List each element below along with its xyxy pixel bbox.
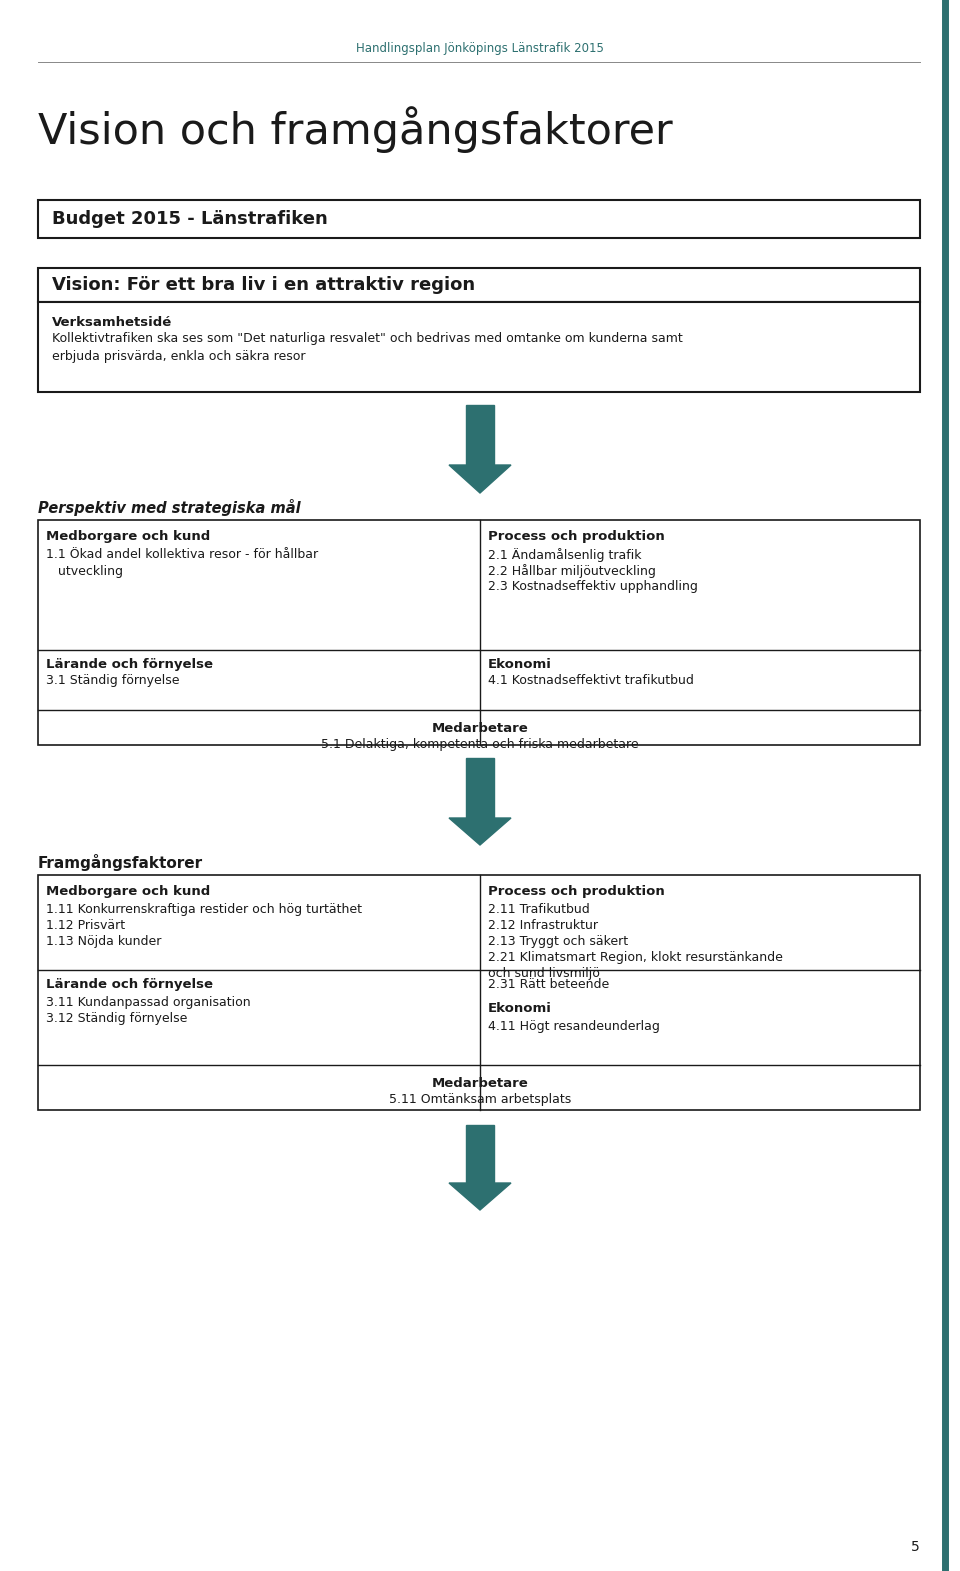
Text: 5.1 Delaktiga, kompetenta och friska medarbetare: 5.1 Delaktiga, kompetenta och friska med…: [322, 738, 638, 751]
FancyBboxPatch shape: [38, 875, 920, 1111]
Text: Medarbetare: Medarbetare: [432, 723, 528, 735]
Text: Budget 2015 - Länstrafiken: Budget 2015 - Länstrafiken: [52, 211, 327, 228]
FancyBboxPatch shape: [38, 520, 920, 745]
Text: Process och produktion: Process och produktion: [488, 884, 664, 899]
Text: 1.13 Nöjda kunder: 1.13 Nöjda kunder: [46, 935, 161, 947]
Text: Vision: För ett bra liv i en attraktiv region: Vision: För ett bra liv i en attraktiv r…: [52, 276, 475, 294]
Text: 1.12 Prisvärt: 1.12 Prisvärt: [46, 919, 125, 932]
Text: 3.12 Ständig förnyelse: 3.12 Ständig förnyelse: [46, 1012, 187, 1024]
FancyBboxPatch shape: [38, 200, 920, 237]
Text: 1.11 Konkurrenskraftiga restider och hög turtäthet: 1.11 Konkurrenskraftiga restider och hög…: [46, 903, 362, 916]
Text: 3.11 Kundanpassad organisation: 3.11 Kundanpassad organisation: [46, 996, 251, 1009]
Text: utveckling: utveckling: [58, 566, 123, 578]
Polygon shape: [449, 818, 511, 845]
FancyBboxPatch shape: [38, 269, 920, 302]
Text: Medborgare och kund: Medborgare och kund: [46, 884, 210, 899]
Text: 3.1 Ständig förnyelse: 3.1 Ständig förnyelse: [46, 674, 180, 687]
Text: 2.21 Klimatsmart Region, klokt resurstänkande: 2.21 Klimatsmart Region, klokt resurstän…: [488, 950, 782, 965]
Text: Medborgare och kund: Medborgare och kund: [46, 529, 210, 544]
Polygon shape: [466, 405, 494, 465]
Text: Vision och framgångsfaktorer: Vision och framgångsfaktorer: [38, 107, 673, 154]
Text: Ekonomi: Ekonomi: [488, 1002, 552, 1015]
Text: 4.1 Kostnadseffektivt trafikutbud: 4.1 Kostnadseffektivt trafikutbud: [488, 674, 694, 687]
Text: 4.11 Högt resandeunderlag: 4.11 Högt resandeunderlag: [488, 1020, 660, 1034]
Polygon shape: [449, 465, 511, 493]
Text: erbjuda prisvärda, enkla och säkra resor: erbjuda prisvärda, enkla och säkra resor: [52, 350, 305, 363]
Text: Lärande och förnyelse: Lärande och förnyelse: [46, 658, 213, 671]
Text: Ekonomi: Ekonomi: [488, 658, 552, 671]
FancyBboxPatch shape: [38, 302, 920, 393]
Text: 5.11 Omtänksam arbetsplats: 5.11 Omtänksam arbetsplats: [389, 1093, 571, 1106]
Text: 2.13 Tryggt och säkert: 2.13 Tryggt och säkert: [488, 935, 628, 947]
Text: Lärande och förnyelse: Lärande och förnyelse: [46, 979, 213, 991]
Text: Framgångsfaktorer: Framgångsfaktorer: [38, 853, 204, 870]
Polygon shape: [466, 1125, 494, 1183]
Text: 2.3 Kostnadseffektiv upphandling: 2.3 Kostnadseffektiv upphandling: [488, 580, 698, 592]
Text: 5: 5: [911, 1540, 920, 1554]
Polygon shape: [466, 757, 494, 818]
Text: 2.2 Hållbar miljöutveckling: 2.2 Hållbar miljöutveckling: [488, 564, 656, 578]
Text: Kollektivtrafiken ska ses som "Det naturliga resvalet" och bedrivas med omtanke : Kollektivtrafiken ska ses som "Det natur…: [52, 331, 683, 346]
Text: Medarbetare: Medarbetare: [432, 1078, 528, 1090]
Text: Process och produktion: Process och produktion: [488, 529, 664, 544]
Text: 2.31 Rätt beteende: 2.31 Rätt beteende: [488, 979, 610, 991]
Polygon shape: [449, 1183, 511, 1210]
Text: och sund livsmiljö: och sund livsmiljö: [488, 968, 600, 980]
Text: 2.12 Infrastruktur: 2.12 Infrastruktur: [488, 919, 598, 932]
Text: 2.11 Trafikutbud: 2.11 Trafikutbud: [488, 903, 589, 916]
Text: 1.1 Ökad andel kollektiva resor - för hållbar: 1.1 Ökad andel kollektiva resor - för hå…: [46, 548, 318, 561]
Text: Handlingsplan Jönköpings Länstrafik 2015: Handlingsplan Jönköpings Länstrafik 2015: [356, 41, 604, 55]
Text: Perspektiv med strategiska mål: Perspektiv med strategiska mål: [38, 498, 300, 515]
Text: Verksamhetsidé: Verksamhetsidé: [52, 316, 172, 328]
Text: 2.1 Ändamålsenlig trafik: 2.1 Ändamålsenlig trafik: [488, 548, 641, 562]
